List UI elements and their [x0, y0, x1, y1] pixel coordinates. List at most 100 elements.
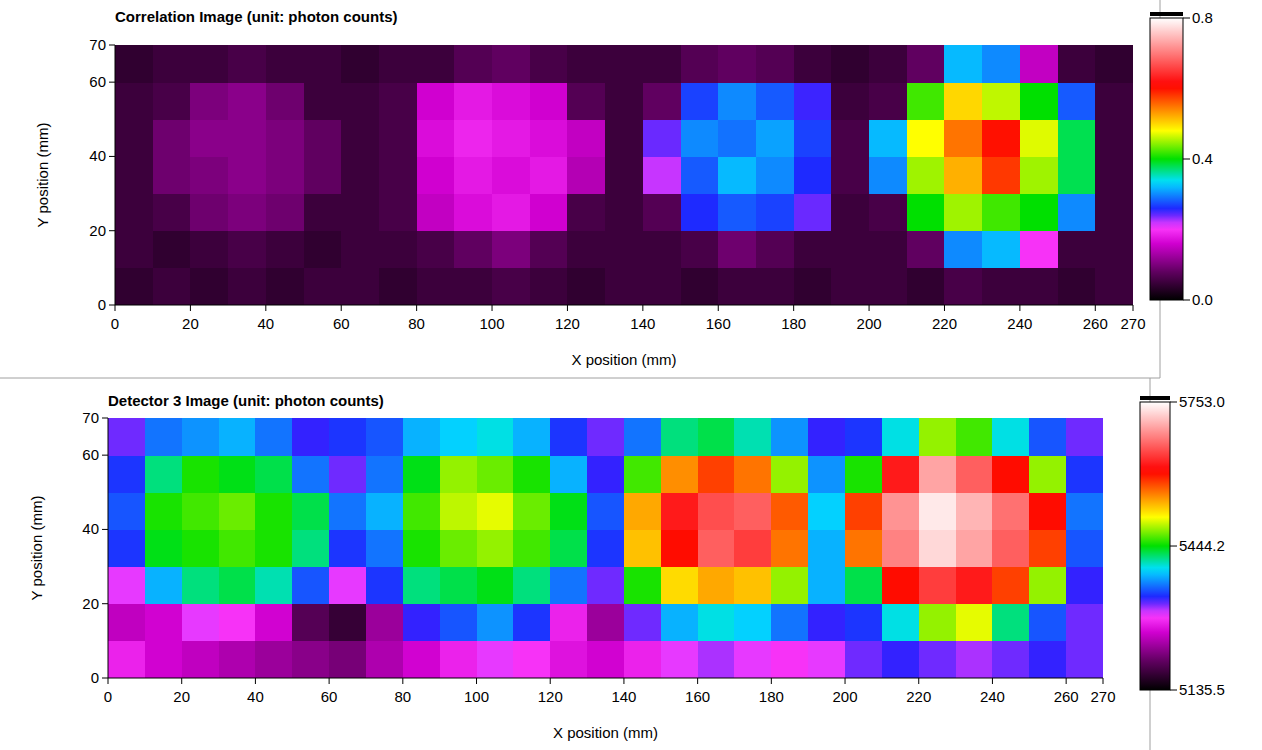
heat-cell [624, 492, 661, 530]
heat-cell [530, 45, 568, 83]
heat-cell [255, 418, 292, 456]
colorbar-tick-label: 5135.5 [1179, 681, 1225, 698]
heat-cell [882, 529, 919, 567]
heat-cell [266, 82, 304, 120]
heat-cell [304, 194, 342, 232]
heat-cell [403, 455, 440, 493]
x-tick [697, 678, 698, 684]
heat-cell [341, 45, 379, 83]
heat-cell [403, 641, 440, 678]
heat-cell [681, 156, 719, 194]
heat-cell [643, 82, 681, 120]
heat-cell [992, 418, 1029, 456]
heat-cell [454, 156, 492, 194]
heat-cell [605, 119, 643, 157]
heat-cell [304, 268, 342, 305]
x-tick [341, 305, 342, 311]
heat-cell [219, 492, 256, 530]
heat-cell [567, 45, 605, 83]
heat-cell [329, 418, 366, 456]
heat-cell [417, 194, 455, 232]
heat-cell [255, 567, 292, 605]
heat-cell [115, 268, 153, 305]
heat-cell [643, 156, 681, 194]
heat-cell [1020, 231, 1058, 269]
heat-cell [845, 418, 882, 456]
heat-cell [681, 119, 719, 157]
heat-cell [956, 529, 993, 567]
heat-cell [153, 231, 191, 269]
heat-cell [756, 45, 794, 83]
x-tick [567, 305, 568, 311]
colorbar-tick-label: 0.0 [1192, 291, 1213, 308]
heat-cell [624, 567, 661, 605]
heat-cell [266, 194, 304, 232]
y-tick [102, 678, 108, 679]
heat-cell [115, 156, 153, 194]
heat-cell [587, 567, 624, 605]
heat-cell [771, 492, 808, 530]
heat-cell [329, 567, 366, 605]
heat-cell [266, 119, 304, 157]
heat-cell [530, 156, 568, 194]
x-tick-label: 20 [173, 688, 190, 705]
heat-cell [944, 82, 982, 120]
colorbar-tick-label: 5753.0 [1179, 393, 1225, 410]
x-tick [642, 305, 643, 311]
x-tick [476, 678, 477, 684]
x-tick [944, 305, 945, 311]
heat-cell [266, 45, 304, 83]
heat-cell [266, 156, 304, 194]
heat-cell [530, 268, 568, 305]
heat-cell [1066, 492, 1103, 530]
heat-cell [292, 529, 329, 567]
heat-cell [329, 529, 366, 567]
heat-cell [550, 418, 587, 456]
x-tick-label: 260 [1083, 315, 1108, 332]
heat-cell [643, 194, 681, 232]
heat-cell [808, 641, 845, 678]
heat-cell [255, 492, 292, 530]
x-tick-label: 220 [906, 688, 931, 705]
heat-cell [661, 492, 698, 530]
heat-cell [341, 82, 379, 120]
heat-cell [477, 455, 514, 493]
x-tick-label: 100 [480, 315, 505, 332]
heat-cell [440, 641, 477, 678]
x-tick-label: 0 [111, 315, 119, 332]
x-tick [492, 305, 493, 311]
heat-cell [919, 418, 956, 456]
heat-cell [661, 567, 698, 605]
cells [115, 45, 1133, 305]
colorbar-top-bar [1140, 396, 1170, 400]
x-tick-label: 120 [538, 688, 563, 705]
heat-cell [440, 455, 477, 493]
x-tick [1095, 305, 1096, 311]
heat-cell [982, 82, 1020, 120]
colorbar-tick-label: 5444.2 [1179, 537, 1225, 554]
heat-cell [492, 82, 530, 120]
x-tick-label: 220 [932, 315, 957, 332]
heat-cell [882, 418, 919, 456]
x-tick [845, 678, 846, 684]
heat-cell [550, 529, 587, 567]
heat-cell [304, 231, 342, 269]
y-tick-label: 40 [89, 147, 106, 164]
heat-cell [681, 82, 719, 120]
heat-cell [182, 418, 219, 456]
heat-cell [771, 418, 808, 456]
heat-cell [153, 268, 191, 305]
y-tick [109, 305, 115, 306]
heat-cell [567, 231, 605, 269]
heat-cell [417, 119, 455, 157]
heat-cell [228, 156, 266, 194]
heat-cell [882, 567, 919, 605]
heat-cell [756, 194, 794, 232]
heat-cell [587, 492, 624, 530]
heat-cell [882, 492, 919, 530]
y-axis [108, 418, 109, 678]
x-tick [869, 305, 870, 311]
heat-cell [477, 641, 514, 678]
x-tick [329, 678, 330, 684]
heat-cell [681, 45, 719, 83]
